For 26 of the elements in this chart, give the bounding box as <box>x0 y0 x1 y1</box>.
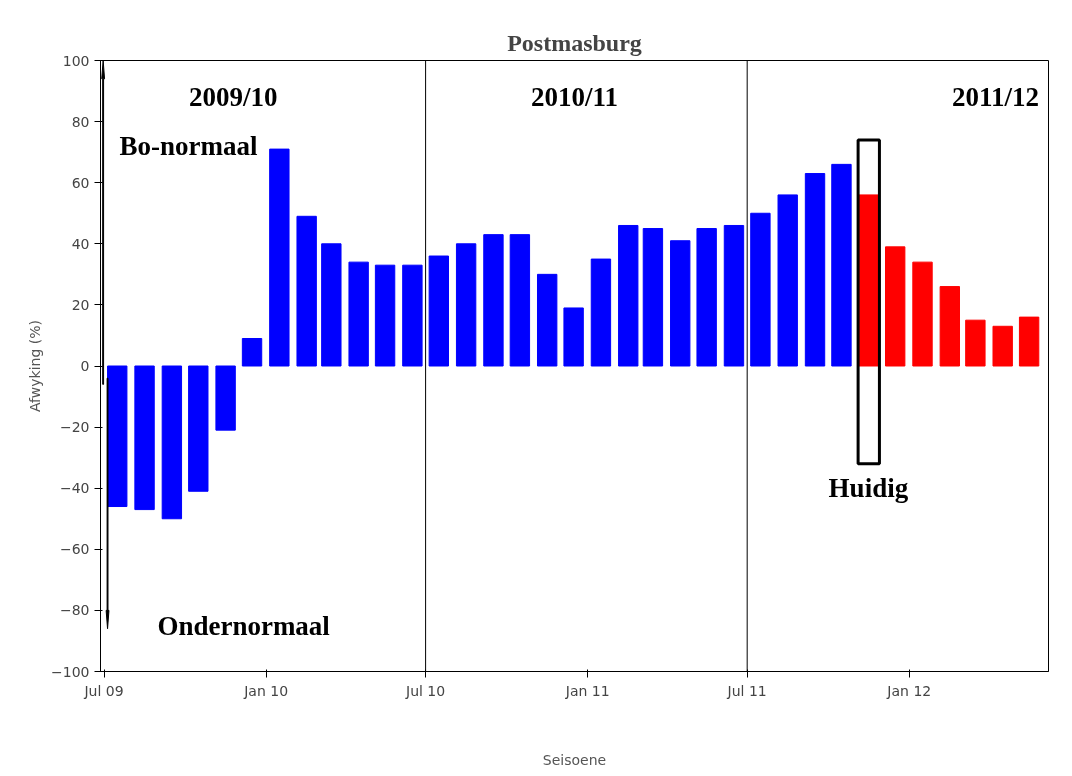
x-tick-label: Jan 12 <box>886 682 932 699</box>
x-tick-label: Jul 11 <box>726 682 767 699</box>
y-tick-label: 60 <box>71 174 90 191</box>
y-tick-label: −40 <box>59 480 90 497</box>
y-tick-label: −60 <box>59 541 90 558</box>
chart-title: Postmasburg <box>507 29 642 56</box>
x-tick-label: Jul 09 <box>83 682 124 699</box>
y-tick-label: −20 <box>59 419 90 436</box>
x-tick-label: Jan 10 <box>243 682 289 699</box>
x-tick-label: Jan 11 <box>564 682 610 699</box>
y-tick-label: −80 <box>59 602 90 619</box>
y-tick-label: −100 <box>51 663 90 680</box>
y-axis-title: Afwyking (%) <box>27 320 44 412</box>
y-tick-label: 20 <box>71 296 90 313</box>
y-tick-label: 0 <box>80 358 90 374</box>
annotation: 2009/10 <box>188 82 278 113</box>
annotation: 2011/12 <box>952 82 1040 113</box>
y-tick-label: 100 <box>62 52 90 69</box>
y-tick-label: 40 <box>71 235 90 252</box>
annotation: Ondernormaal <box>157 610 331 641</box>
annotation: Huidig <box>828 473 909 504</box>
annotation: Bo-normaal <box>119 131 258 162</box>
annotation: 2010/11 <box>530 82 619 113</box>
x-axis-title: Seisoene <box>542 751 607 768</box>
y-tick-label: 80 <box>71 113 90 130</box>
x-tick-label: Jul 10 <box>405 682 446 699</box>
